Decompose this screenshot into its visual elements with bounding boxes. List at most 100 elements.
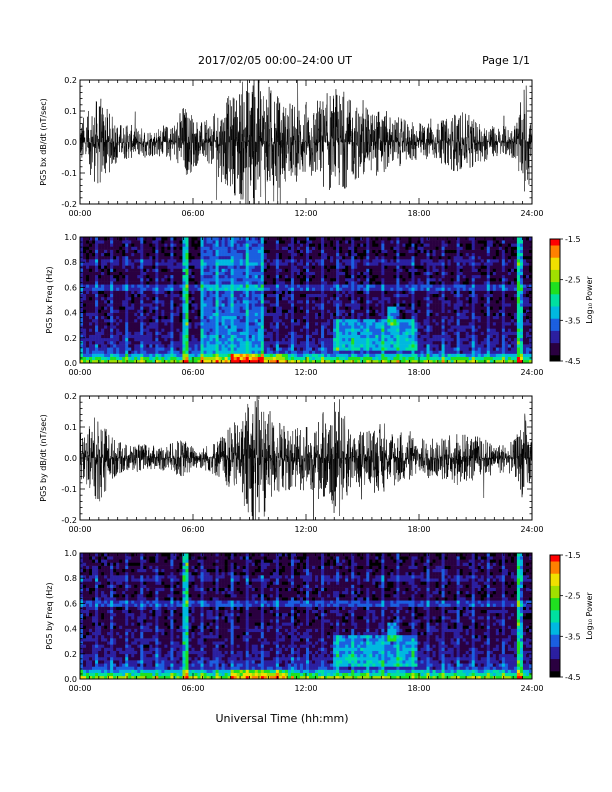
spectrogram-cell — [197, 309, 201, 313]
spectrogram-cell — [287, 255, 292, 260]
spectrogram-cell — [333, 293, 337, 298]
spectrogram-cell — [405, 249, 409, 254]
spectrogram-cell — [239, 344, 244, 348]
spectrogram-cell — [245, 315, 250, 320]
spectrogram-cell — [402, 328, 406, 332]
spectrogram-cell — [360, 350, 364, 354]
spectrogram-cell — [432, 255, 436, 260]
spectrogram-cell — [257, 328, 262, 332]
spectrogram-cell — [315, 296, 319, 301]
spectrogram-cell — [348, 331, 352, 335]
spectrogram-cell — [309, 306, 313, 310]
spectrogram-cell — [194, 300, 198, 304]
spectrogram-cell — [408, 271, 412, 276]
spectrogram-cell — [206, 340, 210, 345]
spectrogram-cell — [152, 262, 156, 266]
spectrogram-cell — [143, 259, 147, 263]
spectrogram-cell — [164, 268, 168, 272]
spectrogram-cell — [366, 356, 370, 361]
spectrogram-cell — [299, 300, 304, 304]
spectrogram-cell — [324, 315, 328, 320]
spectrogram-cell — [221, 353, 225, 357]
spectrogram-cell — [402, 259, 406, 263]
spectrogram-cell — [149, 356, 153, 361]
spectrogram-cell — [185, 353, 189, 357]
spectrogram-cell — [384, 259, 388, 263]
spectrogram-cell — [170, 312, 174, 317]
spectrogram-cell — [324, 240, 328, 244]
spectrogram-cell — [366, 359, 370, 364]
spectrogram-cell — [131, 271, 135, 276]
spectrogram-cell — [149, 344, 153, 348]
spectrogram-cell — [302, 350, 307, 354]
spectrogram-cell — [363, 287, 367, 291]
spectrogram-cell — [396, 268, 400, 272]
spectrogram-cell — [321, 265, 325, 269]
spectrogram-cell — [104, 271, 108, 276]
spectrogram-cell — [215, 265, 219, 269]
spectrogram-cell — [375, 296, 379, 301]
spectrogram-cell — [164, 350, 168, 354]
spectrogram-cell — [290, 347, 295, 351]
page-indicator: Page 1/1 — [482, 54, 530, 67]
spectrogram-cell — [131, 325, 135, 329]
spectrogram-cell — [339, 350, 343, 354]
spectrogram-cell — [185, 350, 189, 354]
spectrogram-cell — [245, 347, 250, 351]
spectrogram-cell — [387, 240, 391, 244]
spectrogram-cell — [315, 271, 319, 276]
spectrogram-cell — [92, 359, 96, 364]
spectrogram-cell — [122, 309, 126, 313]
spectrogram-cell — [218, 334, 222, 339]
spectrogram-cell — [206, 325, 210, 329]
spectrogram-cell — [266, 296, 271, 301]
spectrogram-cell — [194, 353, 198, 357]
spectrogram-cell — [125, 249, 129, 254]
spectrogram-cell — [161, 243, 165, 247]
spectrogram-cell — [128, 274, 132, 279]
spectrogram-cell — [423, 325, 427, 329]
spectrogram-cell — [239, 284, 244, 288]
spectrogram-cell — [432, 259, 436, 263]
spectrogram-cell — [284, 318, 289, 323]
spectrogram-cell — [263, 315, 268, 320]
spectrogram-cell — [158, 265, 162, 269]
spectrogram-cell — [188, 359, 192, 364]
spectrogram-cell — [315, 268, 319, 272]
spectrogram-cell — [155, 246, 159, 250]
spectrogram-cell — [149, 296, 153, 301]
spectrogram-cell — [387, 303, 391, 307]
spectrogram-cell — [113, 255, 117, 260]
spectrogram-cell — [179, 353, 183, 357]
spectrogram-cell — [420, 315, 424, 320]
spectrogram-cell — [215, 296, 219, 301]
spectrogram-cell — [366, 344, 370, 348]
spectrogram-cell — [402, 303, 406, 307]
spectrogram-cell — [119, 268, 123, 272]
spectrogram-cell — [194, 303, 198, 307]
spectrogram-cell — [239, 337, 244, 342]
spectrogram-cell — [107, 356, 111, 361]
spectrogram-cell — [354, 353, 358, 357]
spectrogram-cell — [245, 312, 250, 317]
spectrogram-cell — [242, 271, 247, 276]
spectrogram-cell — [357, 353, 361, 357]
spectrogram-cell — [209, 331, 213, 335]
spectrogram-cell — [348, 249, 352, 254]
spectrogram-cell — [363, 243, 367, 247]
spectrogram-cell — [122, 315, 126, 320]
spectrogram-cell — [414, 268, 418, 272]
spectrogram-cell — [327, 249, 331, 254]
spectrogram-cell — [155, 255, 159, 260]
spectrogram-cell — [158, 312, 162, 317]
spectrogram-cell — [363, 265, 367, 269]
spectrogram-cell — [296, 350, 301, 354]
spectrogram-cell — [89, 240, 93, 244]
spectrogram-cell — [86, 274, 90, 279]
spectrogram-cell — [155, 290, 159, 294]
spectrogram-cell — [393, 337, 397, 342]
spectrogram-cell — [366, 312, 370, 317]
spectrogram-cell — [375, 255, 379, 260]
spectrogram-cell — [113, 347, 117, 351]
spectrogram-cell — [369, 312, 373, 317]
